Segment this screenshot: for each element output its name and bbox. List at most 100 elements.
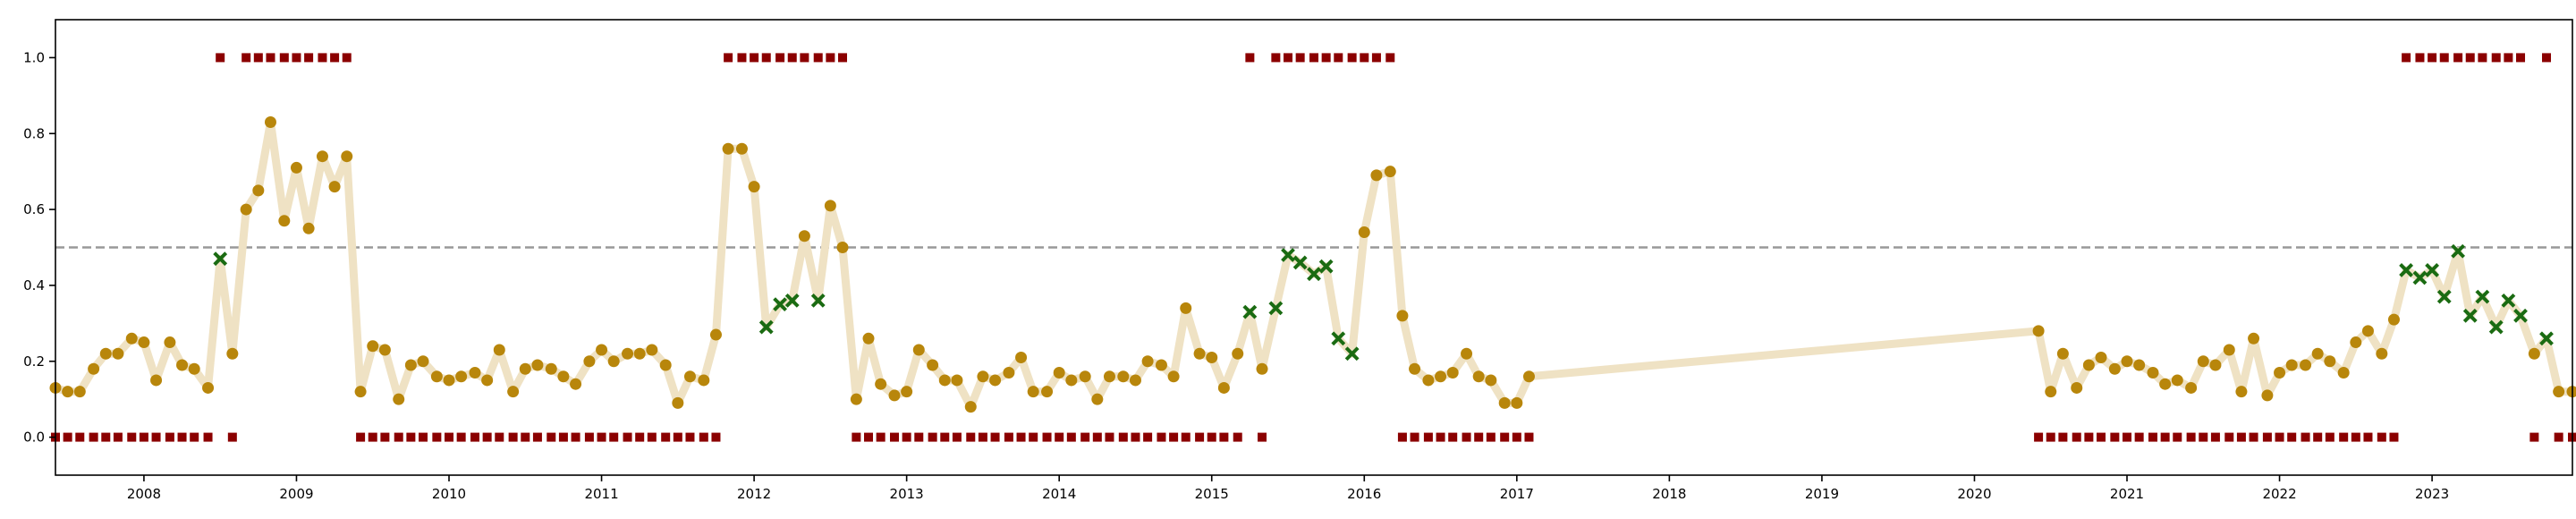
score-point <box>698 374 709 386</box>
score-point <box>2274 367 2285 379</box>
score-point <box>2261 389 2273 401</box>
indicator-point <box>2516 53 2525 62</box>
score-point <box>1156 359 1167 370</box>
score-point <box>1422 374 1434 386</box>
indicator-point <box>330 53 339 62</box>
indicator-point <box>204 433 213 442</box>
x-tick-label: 2014 <box>1042 486 1076 502</box>
score-point <box>634 348 646 360</box>
indicator-point <box>1157 433 1165 442</box>
score-point <box>2096 352 2107 363</box>
score-point <box>557 370 569 382</box>
score-point <box>989 374 1001 386</box>
score-point <box>2159 379 2171 390</box>
score-point <box>2324 355 2335 367</box>
indicator-point <box>127 433 136 442</box>
score-point <box>164 336 175 348</box>
indicator-point <box>509 433 518 442</box>
score-point <box>1041 386 1053 397</box>
x-tick-label: 2020 <box>1957 486 1991 502</box>
score-point <box>736 143 748 155</box>
score-point <box>1130 374 1141 386</box>
indicator-point <box>254 53 263 62</box>
y-tick-label: 0.2 <box>23 353 45 370</box>
score-point <box>2133 359 2145 370</box>
indicator-point <box>2072 433 2081 442</box>
indicator-point <box>1448 433 1457 442</box>
indicator-point <box>369 433 377 442</box>
indicator-point <box>1284 53 1292 62</box>
indicator-point <box>1385 53 1394 62</box>
score-point <box>1054 367 1065 379</box>
x-tick-label: 2011 <box>584 486 618 502</box>
score-point <box>2045 386 2056 397</box>
score-point <box>570 379 581 390</box>
x-tick-label: 2023 <box>2415 486 2449 502</box>
score-point <box>2300 359 2311 370</box>
indicator-point <box>152 433 161 442</box>
indicator-point <box>1258 433 1267 442</box>
indicator-point <box>432 433 441 442</box>
indicator-point <box>457 433 466 442</box>
score-point <box>1206 352 1217 363</box>
indicator-point <box>280 53 289 62</box>
indicator-point <box>2123 433 2131 442</box>
indicator-point <box>533 433 542 442</box>
score-point <box>252 184 264 196</box>
indicator-point <box>1219 433 1228 442</box>
indicator-point <box>2478 53 2487 62</box>
indicator-point <box>890 433 899 442</box>
score-point <box>444 374 455 386</box>
indicator-point <box>2428 53 2436 62</box>
indicator-point <box>419 433 428 442</box>
y-tick-label: 0.0 <box>23 430 45 446</box>
score-point <box>684 370 696 382</box>
indicator-point <box>1309 53 1318 62</box>
indicator-point <box>2440 53 2449 62</box>
indicator-point <box>2326 433 2334 442</box>
score-point <box>710 329 722 341</box>
indicator-point <box>1436 433 1445 442</box>
indicator-point <box>2199 433 2207 442</box>
indicator-point <box>165 433 174 442</box>
indicator-point <box>445 433 453 442</box>
score-point <box>939 374 951 386</box>
score-point <box>202 382 214 394</box>
indicator-point <box>394 433 403 442</box>
score-point <box>1447 367 1459 379</box>
indicator-point <box>470 433 479 442</box>
score-point <box>1499 397 1511 409</box>
score-point <box>431 370 443 382</box>
indicator-point <box>852 433 860 442</box>
score-point <box>1473 370 1485 382</box>
score-point <box>889 389 901 401</box>
indicator-point <box>2135 433 2144 442</box>
score-point <box>2388 314 2400 326</box>
score-point <box>2376 348 2387 360</box>
score-point <box>1396 310 1408 321</box>
score-point <box>913 345 925 356</box>
indicator-point <box>2275 433 2284 442</box>
score-point <box>494 345 505 356</box>
score-point <box>126 333 138 345</box>
score-point <box>265 116 276 128</box>
indicator-point <box>304 53 313 62</box>
indicator-point <box>674 433 682 442</box>
score-point <box>520 363 531 375</box>
indicator-point <box>2389 433 2398 442</box>
score-point <box>2122 355 2133 367</box>
x-tick-label: 2015 <box>1195 486 1229 502</box>
score-point <box>176 359 188 370</box>
indicator-point <box>1334 53 1343 62</box>
indicator-point <box>242 53 250 62</box>
indicator-point <box>1487 433 1496 442</box>
x-tick-label: 2010 <box>432 486 466 502</box>
indicator-point <box>292 53 301 62</box>
score-point <box>88 363 99 375</box>
indicator-point <box>1195 433 1204 442</box>
indicator-point <box>2377 433 2386 442</box>
indicator-point <box>2187 433 2196 442</box>
score-point <box>1218 382 1230 394</box>
indicator-point <box>762 53 771 62</box>
